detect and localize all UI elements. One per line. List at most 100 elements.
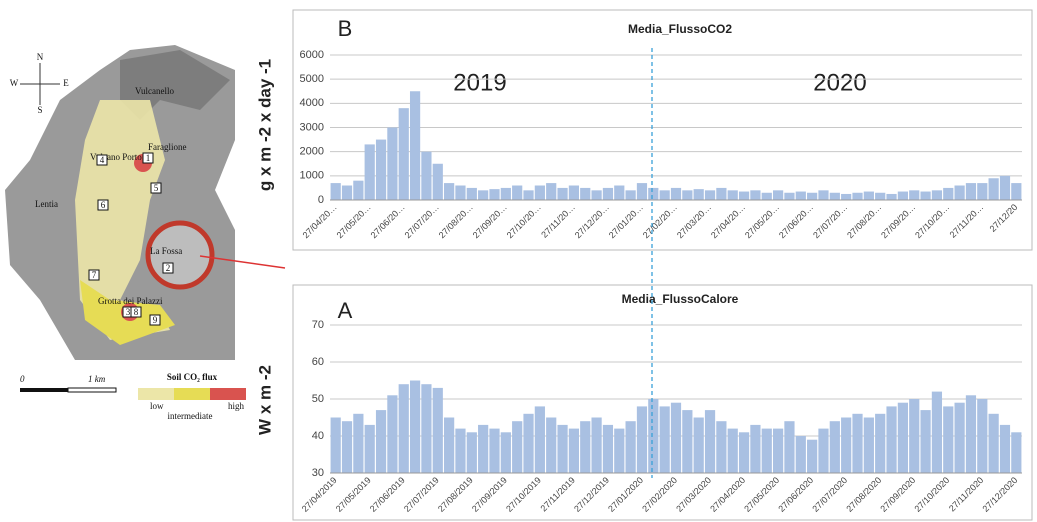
map-label: La Fossa [150, 246, 182, 256]
bar [728, 190, 738, 200]
bar [762, 429, 772, 473]
bar [467, 188, 477, 200]
bar [762, 193, 772, 200]
bar [728, 429, 738, 473]
bar [421, 384, 431, 473]
bar [841, 194, 851, 200]
bar [898, 403, 908, 473]
bar [1011, 183, 1021, 200]
map-label: intermediate [168, 411, 213, 421]
legend-swatch [210, 388, 246, 400]
bar [626, 190, 636, 200]
bar [750, 425, 760, 473]
legend-swatch [174, 388, 210, 400]
bar [478, 425, 488, 473]
bar [660, 406, 670, 473]
map-label: Lentia [35, 199, 58, 209]
panel-label: B [338, 16, 353, 41]
bar [739, 192, 749, 200]
bar [421, 152, 431, 200]
bar [580, 421, 590, 473]
bar [886, 194, 896, 200]
map-label: 1 km [88, 374, 106, 384]
chart-title: Media_FlussoCO2 [628, 22, 732, 36]
annotation: 2019 [453, 69, 506, 96]
y-tick-label: 3000 [300, 121, 324, 133]
bar [784, 421, 794, 473]
bar [671, 403, 681, 473]
bar [535, 186, 545, 201]
bar [943, 188, 953, 200]
bar [399, 108, 409, 200]
bar [864, 192, 874, 200]
bar [512, 421, 522, 473]
bar [637, 406, 647, 473]
bar [444, 183, 454, 200]
bar [830, 193, 840, 200]
map-label: 9 [153, 315, 158, 325]
bar [603, 425, 613, 473]
bar [467, 432, 477, 473]
annotation: 2020 [813, 69, 866, 96]
bar [864, 418, 874, 474]
map-label: 8 [134, 307, 139, 317]
map-label: Grotta dei Palazzi [98, 296, 163, 306]
bar [739, 432, 749, 473]
bar [569, 429, 579, 473]
map-label: N [37, 52, 44, 62]
y-axis-label: g x m -2 x day -1 [255, 59, 274, 191]
bar [966, 183, 976, 200]
map-label: 7 [92, 270, 97, 280]
bar [410, 91, 420, 200]
map-label: Soil CO₂ flux [167, 372, 218, 382]
bar [648, 188, 658, 200]
map-label: 2 [166, 263, 171, 273]
bar [614, 429, 624, 473]
bar [478, 190, 488, 200]
bar [909, 190, 919, 200]
bar [523, 190, 533, 200]
bar [1000, 425, 1010, 473]
bar [671, 188, 681, 200]
bar [841, 418, 851, 474]
y-tick-label: 2000 [300, 146, 324, 158]
bar [920, 192, 930, 200]
bar [818, 190, 828, 200]
map-label: Vulcanello [135, 86, 174, 96]
bar [886, 406, 896, 473]
bar [433, 388, 443, 473]
chart-title: Media_FlussoCalore [622, 292, 739, 306]
y-tick-label: 6000 [300, 49, 324, 61]
bar [353, 181, 363, 200]
bar [716, 421, 726, 473]
scale-bar [68, 388, 116, 392]
bar [580, 188, 590, 200]
bar [535, 406, 545, 473]
bar [546, 183, 556, 200]
bar [830, 421, 840, 473]
bar [433, 164, 443, 200]
bar [694, 418, 704, 474]
bar [591, 418, 601, 474]
bar [557, 425, 567, 473]
bar [557, 188, 567, 200]
legend-swatch [138, 388, 174, 400]
bar [626, 421, 636, 473]
bar [682, 190, 692, 200]
figure: NSEWVulcanelloFaraglioneVulcano PortoLen… [0, 0, 1037, 522]
bar [387, 395, 397, 473]
bar [569, 186, 579, 201]
bar [852, 193, 862, 200]
bar [353, 414, 363, 473]
bar [501, 188, 511, 200]
bar [489, 429, 499, 473]
y-tick-label: 30 [312, 467, 324, 479]
bar [523, 414, 533, 473]
bar [784, 193, 794, 200]
y-tick-label: 40 [312, 430, 324, 442]
bar [966, 395, 976, 473]
bar [512, 186, 522, 201]
y-axis-label: W x m -2 [255, 365, 274, 435]
bar [546, 418, 556, 474]
map-label: high [228, 401, 245, 411]
